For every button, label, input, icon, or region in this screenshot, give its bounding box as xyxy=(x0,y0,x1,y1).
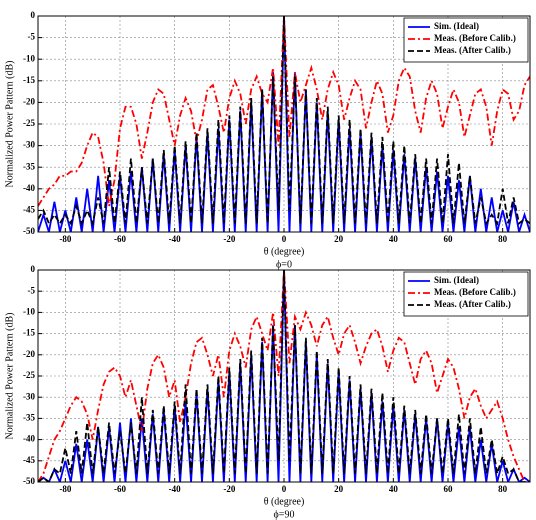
x-tick-label: -20 xyxy=(223,234,235,244)
y-tick-label: -40 xyxy=(23,183,35,193)
y-tick-label: -15 xyxy=(23,75,35,85)
y-tick-label: -10 xyxy=(23,306,35,316)
x-tick-label: -20 xyxy=(223,484,235,494)
x-tick-label: -80 xyxy=(59,484,71,494)
x-tick-label: 60 xyxy=(444,484,454,494)
legend: Sim. (Ideal) Meas. (Before Calib.) Meas. (… xyxy=(403,17,529,63)
legend-label: Meas. (After Calib.) xyxy=(434,45,511,55)
y-tick-label: -50 xyxy=(23,226,35,236)
series-line xyxy=(38,16,530,227)
x-tick-label: 0 xyxy=(282,234,287,244)
y-tick-label: -20 xyxy=(23,349,35,359)
y-tick-label: 0 xyxy=(31,10,36,20)
y-tick-label: -5 xyxy=(28,32,36,42)
y-tick-label: -45 xyxy=(23,455,35,465)
x-tick-label: -80 xyxy=(59,234,71,244)
chart: 0 -5 -10 -15 -20 -25 -30 -35 -40 -45 -50 -80 -60 -40 -… xyxy=(4,10,531,270)
x-tick-label: 20 xyxy=(334,234,344,244)
y-tick-label: -30 xyxy=(23,391,35,401)
x-axis-label: θ (degree) xyxy=(264,246,305,257)
chart-title: ϕ=0 xyxy=(276,259,292,270)
y-axis-label: Normalized Power Pattern (dB) xyxy=(4,61,15,188)
legend-label: Sim. (Ideal) xyxy=(434,275,479,285)
y-tick-label: 0 xyxy=(31,264,36,274)
y-tick-label: -5 xyxy=(28,285,36,295)
x-tick-label: -60 xyxy=(114,484,126,494)
y-tick-label: -15 xyxy=(23,328,35,338)
series-line xyxy=(38,16,530,207)
legend-box xyxy=(403,271,529,317)
x-tick-label: -40 xyxy=(169,234,181,244)
x-tick-label: 0 xyxy=(282,484,287,494)
y-tick-label: -30 xyxy=(23,140,35,150)
y-tick-label: -35 xyxy=(23,412,35,422)
x-tick-label: 60 xyxy=(444,234,454,244)
x-tick-label: -40 xyxy=(169,484,181,494)
legend-label: Meas. (After Calib.) xyxy=(434,299,511,309)
x-tick-label: 20 xyxy=(334,484,344,494)
y-tick-label: -50 xyxy=(23,476,35,486)
y-axis-label: Normalized Power Pattern (dB) xyxy=(4,313,15,440)
chart: 0 -5 -10 -15 -20 -25 -30 -35 -40 -45 -50 -80 -60 -40 -… xyxy=(4,264,531,520)
legend-label: Meas. (Before Calib.) xyxy=(434,33,516,43)
x-tick-label: 40 xyxy=(389,234,399,244)
x-tick-label: 80 xyxy=(498,484,508,494)
y-tick-label: -10 xyxy=(23,53,35,63)
legend: Sim. (Ideal) Meas. (Before Calib.) Meas. (… xyxy=(403,271,529,317)
axes-frame xyxy=(37,15,531,233)
series-line xyxy=(38,270,530,482)
axes-frame xyxy=(37,269,531,483)
legend-label: Meas. (Before Calib.) xyxy=(434,287,516,297)
x-tick-label: 40 xyxy=(389,484,399,494)
x-tick-label: -60 xyxy=(114,234,126,244)
y-tick-label: -45 xyxy=(23,204,35,214)
y-tick-label: -40 xyxy=(23,434,35,444)
chart-title: ϕ=90 xyxy=(274,509,295,520)
y-tick-label: -25 xyxy=(23,370,35,380)
y-tick-label: -25 xyxy=(23,118,35,128)
y-tick-label: -35 xyxy=(23,161,35,171)
series-line xyxy=(38,270,530,482)
x-tick-label: 80 xyxy=(498,234,508,244)
y-tick-label: -20 xyxy=(23,96,35,106)
legend-box xyxy=(403,17,529,63)
legend-label: Sim. (Ideal) xyxy=(434,21,479,31)
x-axis-label: θ (degree) xyxy=(264,496,305,507)
